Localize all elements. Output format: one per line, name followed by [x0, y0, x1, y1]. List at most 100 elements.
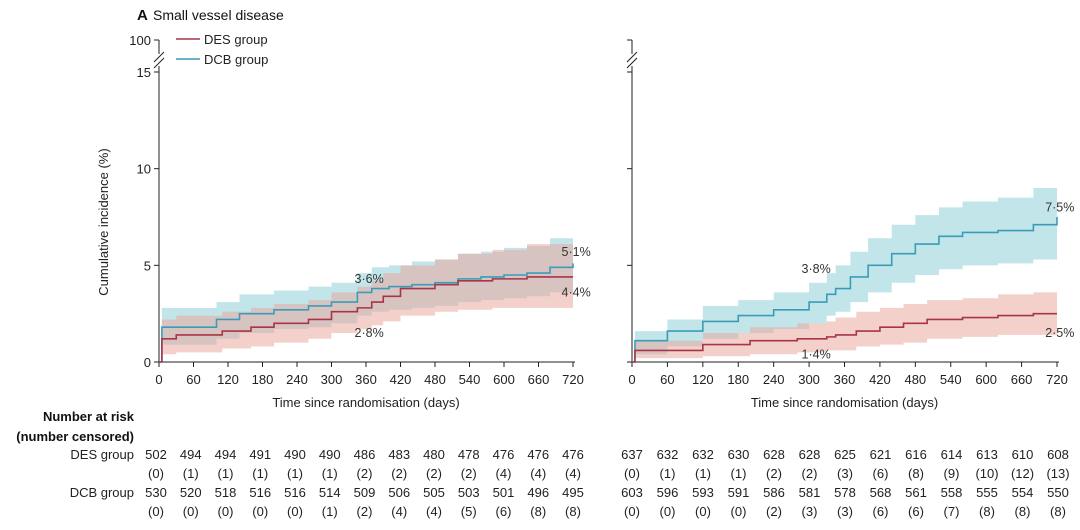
legend: DES group DCB group	[176, 32, 268, 67]
risk-dcb-count: 555	[976, 485, 998, 500]
risk-dcb-censored: (5)	[461, 504, 477, 519]
risk-dcb-censored: (8)	[1050, 504, 1066, 519]
risk-dcb-censored: (1)	[322, 504, 338, 519]
risk-des-censored: (1)	[218, 466, 234, 481]
risk-des-censored: (10)	[975, 466, 998, 481]
risk-dcb-censored: (0)	[731, 504, 747, 519]
x-tick-label: 420	[390, 372, 412, 387]
x-tick-label: 240	[286, 372, 308, 387]
risk-des-count: 630	[728, 447, 750, 462]
risk-des-count: 628	[763, 447, 785, 462]
risk-dcb-censored: (6)	[908, 504, 924, 519]
risk-dcb-count: 593	[692, 485, 714, 500]
risk-dcb-count: 558	[941, 485, 963, 500]
risk-des-censored: (2)	[391, 466, 407, 481]
risk-des-censored: (2)	[802, 466, 818, 481]
risk-dcb-count: 516	[284, 485, 306, 500]
risk-des-censored: (1)	[322, 466, 338, 481]
risk-des-count: 476	[527, 447, 549, 462]
risk-dcb-count: 505	[423, 485, 445, 500]
risk-dcb-censored: (8)	[530, 504, 546, 519]
risk-table-left: 502 494 494 491 490 490 486 483 480 478 476 476 476 (…	[145, 447, 584, 519]
risk-dcb-count: 518	[215, 485, 237, 500]
risk-dcb-censored: (4)	[391, 504, 407, 519]
data-label: 2·8%	[355, 326, 384, 340]
x-tick-label: 180	[252, 372, 274, 387]
risk-des-count: 632	[692, 447, 714, 462]
x-tick-label: 660	[528, 372, 550, 387]
series-line-des	[632, 312, 1057, 363]
risk-des-count: 478	[458, 447, 480, 462]
risk-dcb-count: 520	[180, 485, 202, 500]
risk-dcb-count: 591	[728, 485, 750, 500]
risk-dcb-count: 596	[657, 485, 679, 500]
risk-table-right: 637 632 632 630 628 628 625 621 616 614 613 610 608 (…	[621, 447, 1069, 519]
x-tick-label: 720	[1046, 372, 1068, 387]
risk-table-heading: Number at risk	[43, 409, 135, 424]
data-label: 1·4%	[802, 347, 831, 361]
risk-des-count: 480	[423, 447, 445, 462]
x-tick-label: 180	[727, 372, 749, 387]
ci-band-des	[159, 242, 573, 362]
risk-des-count: 483	[388, 447, 410, 462]
risk-dcb-count: 581	[799, 485, 821, 500]
risk-des-count: 616	[905, 447, 927, 462]
risk-dcb-censored: (8)	[979, 504, 995, 519]
risk-dcb-count: 578	[834, 485, 856, 500]
y-tick-label: 5	[144, 258, 151, 273]
y-tick-label: 0	[144, 355, 151, 370]
risk-des-censored: (1)	[252, 466, 268, 481]
x-tick-label: 60	[660, 372, 674, 387]
risk-des-count: 476	[562, 447, 584, 462]
risk-dcb-censored: (0)	[695, 504, 711, 519]
x-tick-label: 300	[798, 372, 820, 387]
risk-des-censored: (12)	[1011, 466, 1034, 481]
risk-des-censored: (8)	[908, 466, 924, 481]
x-tick-label: 300	[321, 372, 343, 387]
series-line-des	[159, 276, 573, 363]
risk-dcb-censored: (0)	[660, 504, 676, 519]
x-tick-label: 420	[869, 372, 891, 387]
risk-dcb-count: 516	[249, 485, 271, 500]
risk-des-censored: (4)	[565, 466, 581, 481]
risk-des-count: 494	[180, 447, 202, 462]
x-tick-label: 720	[562, 372, 584, 387]
risk-dcb-count: 550	[1047, 485, 1069, 500]
risk-row-label-dcb: DCB group	[70, 485, 134, 500]
risk-dcb-censored: (6)	[873, 504, 889, 519]
ci-band-des	[632, 288, 1057, 362]
risk-des-censored: (4)	[530, 466, 546, 481]
risk-dcb-count: 509	[354, 485, 376, 500]
risk-dcb-count: 495	[562, 485, 584, 500]
risk-dcb-censored: (2)	[357, 504, 373, 519]
risk-dcb-count: 496	[527, 485, 549, 500]
risk-des-censored: (1)	[183, 466, 199, 481]
risk-dcb-censored: (0)	[287, 504, 303, 519]
risk-des-censored: (1)	[660, 466, 676, 481]
risk-dcb-censored: (0)	[218, 504, 234, 519]
risk-dcb-count: 561	[905, 485, 927, 500]
x-tick-label: 60	[186, 372, 200, 387]
risk-des-censored: (1)	[287, 466, 303, 481]
data-label: 7·5%	[1045, 200, 1074, 214]
x-tick-label: 0	[155, 372, 162, 387]
risk-dcb-count: 503	[458, 485, 480, 500]
risk-des-count: 491	[249, 447, 271, 462]
risk-dcb-censored: (0)	[624, 504, 640, 519]
x-axis-title: Time since randomisation (days)	[272, 395, 459, 410]
risk-des-censored: (9)	[944, 466, 960, 481]
risk-des-count: 614	[941, 447, 963, 462]
risk-dcb-censored: (4)	[426, 504, 442, 519]
risk-dcb-censored: (6)	[496, 504, 512, 519]
risk-des-count: 621	[870, 447, 892, 462]
data-label: 2·5%	[1045, 326, 1074, 340]
risk-des-censored: (3)	[837, 466, 853, 481]
risk-des-count: 490	[319, 447, 341, 462]
axis-break-mark	[153, 57, 165, 69]
risk-dcb-censored: (0)	[148, 504, 164, 519]
risk-dcb-count: 514	[319, 485, 341, 500]
x-tick-label: 360	[834, 372, 856, 387]
series-line-dcb	[632, 217, 1058, 363]
x-tick-label: 600	[975, 372, 997, 387]
risk-dcb-count: 586	[763, 485, 785, 500]
